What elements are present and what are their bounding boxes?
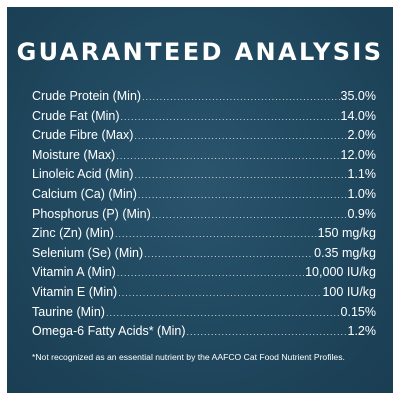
row-label: Zinc (Zn) (Min) — [32, 226, 114, 241]
row-label: Taurine (Min) — [32, 304, 105, 319]
row-value: 1.0% — [347, 186, 377, 201]
row-value: 0.15% — [340, 304, 376, 319]
analysis-row: Linoleic Acid (Min) 1.1% — [32, 165, 376, 185]
dot-leader — [106, 304, 340, 324]
dot-leader — [117, 264, 304, 284]
dot-leader — [116, 147, 339, 167]
row-label: Calcium (Ca) (Min) — [32, 186, 137, 201]
row-label: Moisture (Max) — [32, 147, 116, 162]
dot-leader — [152, 206, 347, 226]
analysis-row: Vitamin E (Min) 100 IU/kg — [32, 283, 376, 303]
analysis-row: Selenium (Se) (Min) 0.35 mg/kg — [32, 244, 376, 264]
panel-title: GUARANTEED ANALYSIS — [16, 38, 384, 66]
dot-leader — [134, 166, 346, 186]
analysis-row: Phosphorus (P) (Min) 0.9% — [32, 205, 376, 225]
row-label: Crude Fibre (Max) — [32, 128, 134, 143]
row-value: 1.1% — [347, 167, 377, 182]
row-label: Crude Protein (Min) — [32, 89, 142, 103]
row-value: 150 mg/kg — [317, 226, 376, 241]
row-label: Phosphorus (P) (Min) — [32, 206, 151, 221]
analysis-row: Crude Protein (Min) 35.0% — [32, 87, 376, 107]
dot-leader — [121, 108, 340, 128]
dot-leader — [134, 127, 346, 147]
analysis-row: Omega-6 Fatty Acids* (Min) 1.2% — [32, 322, 376, 342]
row-label: Vitamin E (Min) — [32, 284, 118, 299]
dot-leader — [142, 88, 339, 108]
row-label: Selenium (Se) (Min) — [32, 245, 144, 260]
dot-leader — [144, 245, 313, 265]
row-label: Vitamin A (Min) — [32, 265, 116, 280]
row-value: 100 IU/kg — [322, 284, 376, 299]
row-value: 14.0% — [340, 108, 376, 123]
row-value: 10,000 IU/kg — [305, 265, 376, 280]
row-value: 0.35 mg/kg — [314, 245, 376, 260]
dot-leader — [187, 323, 347, 343]
analysis-row: Calcium (Ca) (Min) 1.0% — [32, 185, 376, 205]
row-label: Omega-6 Fatty Acids* (Min) — [32, 324, 186, 339]
row-value: 0.9% — [347, 206, 377, 221]
row-value: 12.0% — [340, 147, 376, 162]
dot-leader — [115, 225, 317, 245]
row-value: 35.0% — [340, 89, 376, 103]
analysis-row: Crude Fibre (Max) 2.0% — [32, 126, 376, 146]
row-label: Crude Fat (Min) — [32, 108, 120, 123]
row-value: 2.0% — [347, 128, 377, 143]
dot-leader — [118, 284, 321, 304]
analysis-panel: GUARANTEED ANALYSIS Crude Protein (Min) … — [7, 7, 393, 393]
analysis-row: Vitamin A (Min) 10,000 IU/kg — [32, 263, 376, 283]
analysis-row: Taurine (Min) 0.15% — [32, 303, 376, 323]
analysis-row: Crude Fat (Min) 14.0% — [32, 107, 376, 127]
analysis-row: Moisture (Max) 12.0% — [32, 146, 376, 166]
row-value: 1.2% — [347, 324, 377, 339]
footnote: *Not recognized as an essential nutrient… — [32, 352, 345, 362]
analysis-row: Zinc (Zn) (Min) 150 mg/kg — [32, 224, 376, 244]
row-label: Linoleic Acid (Min) — [32, 167, 134, 182]
analysis-table: Crude Protein (Min) 35.0% Crude Fat (Min… — [32, 87, 376, 342]
dot-leader — [138, 186, 347, 206]
